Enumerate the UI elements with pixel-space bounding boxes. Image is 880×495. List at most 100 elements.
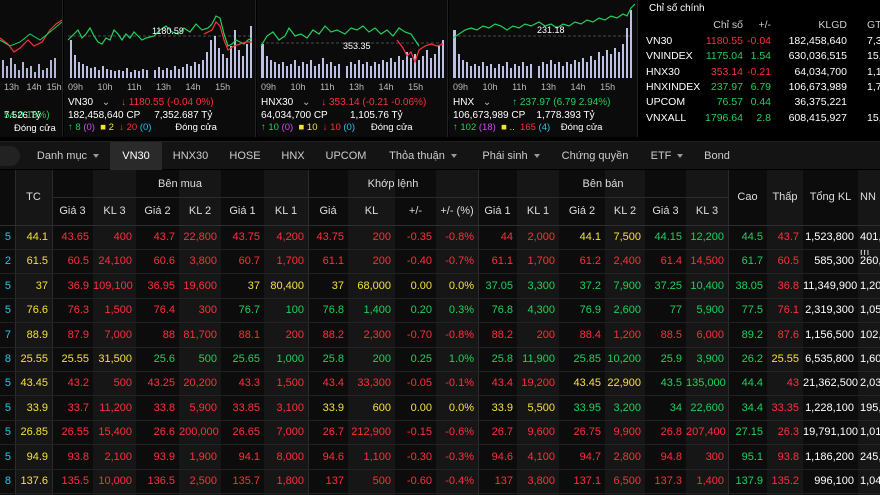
tab-vn30[interactable]: VN30 [110,142,162,170]
bid-cell: 2,100 [104,450,132,463]
match-cell: 33,300 [357,377,391,390]
tab-hose[interactable]: HOSE [221,142,269,170]
ask-cell: 43.45 [573,377,601,390]
bid-cell: 4,200 [276,231,304,243]
column-shade [517,170,559,495]
index-value-traded: 15,2 [867,50,880,63]
table-row[interactable]: 2 61.5 60.5 24,100 60.6 3,800 60.7 1,700 61.1 200… [0,250,880,275]
bid-cell: 87.9 [67,328,89,341]
bid-cell: 80,400 [270,279,304,292]
bid-cell: 3,100 [276,401,304,414]
bid-cell: 10,000 [98,475,132,487]
ask-cell: 34 [669,401,682,414]
ask-cell: 10,400 [690,279,724,292]
high-cell: 34.4 [741,401,763,414]
low-cell: 33.35 [771,401,799,414]
match-cell: 25.8 [322,353,344,365]
table-row[interactable]: 5 33.9 33.7 11,200 33.8 5,900 33.85 3,100 33.9 60… [0,397,880,421]
ref-price-cell: 26.85 [20,426,48,439]
tab-phái-sinh[interactable]: Phái sinh [472,142,550,170]
header-buy-col: Giá 3 [59,205,86,217]
table-row[interactable]: 5 76.6 76.3 1,500 76.4 300 76.7 100 76.8 1,400 0.2… [0,299,880,324]
tab-chứng-quyền[interactable]: Chứng quyền [553,142,637,170]
header-sell-col: KL 1 [526,205,550,217]
chevron-down-icon[interactable]: ⌄ [101,97,111,108]
column-shade [436,170,478,495]
tab-etf[interactable]: ETF [640,142,694,170]
table-row[interactable]: 5 37 36.9 109,100 36.95 19,600 37 80,400 37 68,00… [0,275,880,299]
column-divider [478,170,479,495]
ask-cell: 44.1 [579,231,601,243]
index-row[interactable]: VNXALL 1796.64 2.8 608,415,927 15,2 [639,112,880,127]
vn30-chart-panel[interactable]: 1180.59 09h 10h 11h 13h 14h 15h VN30 ⌄ ↓… [64,0,256,137]
bid-cell: 25.6 [153,353,175,365]
tab-label: Danh mục [36,150,88,162]
ref-price-cell: 37 [35,279,48,292]
ask-cell: 43.5 [660,377,682,390]
table-row[interactable]: 7 88.9 87.9 7,000 88 81,700 88.1 200 88.2 2,300 -0… [0,324,880,348]
tab-thỏa-thuận[interactable]: Thỏa thuận [378,142,468,170]
index-change: -0.21 [747,65,771,78]
ask-cell: 94.6 [491,450,513,463]
ask-cell: 7,500 [613,231,641,243]
foreign-cell: 1,200,0 [860,279,880,292]
ask-cell: 137.1 [573,475,601,487]
table-row[interactable]: 5 26.85 26.55 15,400 26.6 200,000 26.65 7,000 26… [0,421,880,446]
vnindex-chart-panel[interactable]: 13h 14h 15h 54 0.13%) 7.526 Tỷ Đóng cửa [0,0,63,137]
column-shade [264,170,308,495]
total-volume-cell: 1,228,100 [805,401,854,414]
table-row[interactable]: 5 94.9 93.8 2,100 93.9 1,900 94.1 8,000 94.6 1,10… [0,446,880,470]
table-row[interactable]: 8 25.55 25.55 31,500 25.6 500 25.65 1,000 25.8 20… [0,348,880,372]
bid-cell: 135.5 [61,475,89,487]
ask-cell: 12,200 [690,231,724,243]
header-match-col: +/- [408,205,423,217]
hnx-chart-panel[interactable]: 231.18 09h 10h 11h 13h 14h 15h HNX ⌄ ↑ 2… [449,0,638,137]
search-pill[interactable] [0,146,20,166]
match-cell: -0.3% [445,450,474,463]
bid-cell: 1,900 [189,450,217,463]
chevron-down-icon[interactable]: ⌄ [302,97,311,108]
index-row[interactable]: UPCOM 76.57 0.44 36,375,221 [639,96,880,111]
vn30-volume-line: 182,458,640 CP 7,352.687 Tỷ [68,110,213,121]
bid-cell: 15,400 [98,426,132,439]
bid-cell: 1,700 [276,255,304,268]
table-row[interactable]: 8 137.6 135.5 10,000 136.5 2,500 135.7 1,800 137… [0,470,880,494]
match-cell: 33.9 [322,401,344,414]
ask-cell: 33.9 [491,401,513,414]
match-cell: 88.2 [322,328,344,341]
vn30-times: 09h 10h 11h 13h 14h 15h [68,82,231,92]
tab-bond[interactable]: Bond [697,142,737,170]
column-shade [348,170,395,495]
match-cell: 94.6 [322,450,344,463]
table-row[interactable]: 5 43.45 43.2 500 43.25 20,200 43.3 1,500 43.4 33,… [0,372,880,397]
index-row[interactable]: HNX30 353.14 -0.21 64,034,700 1,1 [639,66,880,81]
ref-price-cell: 61.5 [26,255,48,268]
header-buy-col: KL 3 [103,205,126,217]
symbol-cell: 5 [4,377,11,390]
ask-cell: 37.05 [485,279,513,292]
table-row[interactable]: 5 44.1 43.65 400 43.7 22,800 43.75 4,200 43.75 20… [0,226,880,250]
match-cell: 0.00 [410,279,432,292]
index-row[interactable]: HNXINDEX 237.97 6.79 106,673,989 1,7 [639,81,880,96]
match-cell: 0.0% [448,279,474,292]
index-row[interactable]: VN30 1180.55 -0.04 182,458,640 7,35 [639,35,880,50]
bid-cell: 36.95 [147,279,175,292]
tab-hnx[interactable]: HNX [272,142,314,170]
ask-cell: 22,600 [690,401,724,414]
hnx30-chart-panel[interactable]: 353.35 09h 10h 11h 13h 14h 15h HNX30 ⌄ ↓… [257,0,448,137]
tab-hnx30[interactable]: HNX30 [163,142,218,170]
chevron-down-icon[interactable]: ⌄ [482,97,492,108]
tab-upcom[interactable]: UPCOM [318,142,374,170]
index-row[interactable]: VNINDEX 1175.04 1.54 630,036,515 15,2 [639,50,880,65]
symbol-cell: 5 [4,231,11,243]
bid-cell: 25.55 [61,353,89,365]
bid-cell: 76.7 [238,304,260,317]
index-volume: 106,673,989 [788,80,847,93]
ask-cell: 88.4 [579,328,601,341]
tab-danh-mục[interactable]: Danh mục [28,142,108,170]
ref-price-cell: 88.9 [26,328,48,341]
bid-cell: 1,000 [276,353,304,365]
vnindex-chart [0,0,62,95]
bid-cell: 22,800 [183,231,217,243]
chevron-down-icon [450,154,457,159]
